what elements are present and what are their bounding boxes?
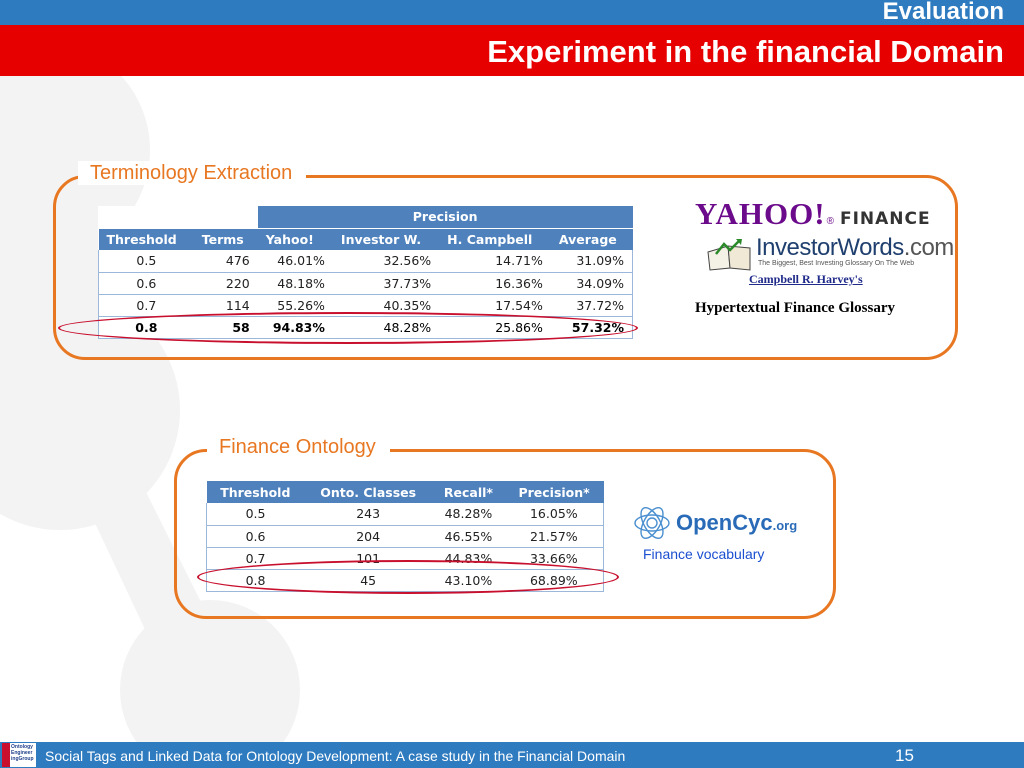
table-cell: 476 [193, 250, 258, 273]
table-cell: 114 [193, 294, 258, 317]
table-cell: 33.66% [504, 547, 604, 570]
column-header: Onto. Classes [304, 481, 433, 503]
table-header-row: Threshold Onto. Classes Recall* Precisio… [206, 481, 604, 503]
book-icon [707, 239, 751, 271]
title-bar: Experiment in the financial Domain [0, 25, 1024, 76]
table-cell: 0.7 [97, 294, 194, 317]
table-cell: 21.57% [504, 525, 604, 548]
finance-ontology-label: Finance Ontology [207, 435, 390, 459]
oeg-logo-text: Ontology Engineer ingGroup [11, 744, 34, 762]
table-cell: 0.6 [97, 272, 194, 295]
table-cell: 57.32% [550, 316, 633, 339]
slide-title: Experiment in the financial Domain [487, 34, 1004, 69]
yahoo-wordmark: YAHOO! [695, 196, 826, 231]
table-cell: 43.10% [432, 569, 505, 592]
top-bar: Evaluation [0, 0, 1024, 25]
table-cell: 32.56% [332, 250, 440, 273]
table-cell: 16.36% [439, 272, 551, 295]
table-row-highlighted: 0.8 45 43.10% 68.89% [206, 569, 604, 592]
column-header: Precision* [504, 481, 604, 503]
precision-group-header: Precision [257, 206, 633, 228]
table-cell: 37.73% [332, 272, 440, 295]
table-row: 0.6 204 46.55% 21.57% [206, 525, 604, 548]
table-cell: 31.09% [550, 250, 633, 273]
terminology-extraction-panel: Terminology Extraction [53, 161, 958, 360]
table-row-highlighted: 0.8 58 94.83% 48.28% 25.86% 57.32% [97, 316, 633, 339]
finance-wordmark: FINANCE [839, 209, 931, 229]
finance-ontology-panel: Finance Ontology [174, 435, 836, 619]
column-header: Recall* [432, 481, 505, 503]
table-cell: 48.28% [432, 503, 505, 526]
oeg-logo-mark [2, 743, 10, 767]
table-cell: 0.6 [206, 525, 305, 548]
registered-mark-icon: ® [826, 216, 834, 227]
table-cell: 58 [193, 316, 258, 339]
table-cell: 0.8 [206, 569, 305, 592]
table-cell: 0.8 [97, 316, 194, 339]
table-cell: 243 [304, 503, 433, 526]
table-cell: 37.72% [550, 294, 633, 317]
opencyc-swirl-icon [634, 507, 670, 539]
column-header: Investor W. [332, 227, 440, 250]
table-cell: 220 [193, 272, 258, 295]
column-header: Threshold [206, 481, 305, 503]
table-cell: 45 [304, 569, 433, 592]
column-header: H. Campbell [439, 227, 551, 250]
table-cell: 34.09% [550, 272, 633, 295]
footer-bar: Ontology Engineer ingGroup Social Tags a… [0, 742, 1024, 768]
table-cell: 16.05% [504, 503, 604, 526]
table-cell: 14.71% [439, 250, 551, 273]
column-header: Terms [193, 227, 258, 250]
table-row: 0.7 101 44.83% 33.66% [206, 547, 604, 570]
column-header: Yahoo! [257, 227, 333, 250]
table-row: 0.6 220 48.18% 37.73% 16.36% 34.09% [97, 272, 633, 295]
table-cell: 17.54% [439, 294, 551, 317]
table-cell: 68.89% [504, 569, 604, 592]
table-cell: 55.26% [257, 294, 333, 317]
finance-vocabulary-caption: Finance vocabulary [643, 546, 765, 562]
opencyc-wordmark: OpenCyc.org [676, 510, 798, 535]
oeg-logo: Ontology Engineer ingGroup [2, 743, 36, 767]
investorwords-logo: InvestorWords.com The Biggest, Best Inve… [706, 234, 954, 274]
table-row: 0.7 114 55.26% 40.35% 17.54% 37.72% [97, 294, 633, 317]
table-cell: 0.7 [206, 547, 305, 570]
table-cell: 204 [304, 525, 433, 548]
table-group-header-row: Precision [98, 206, 633, 228]
table-cell: 101 [304, 547, 433, 570]
column-header: Threshold [98, 227, 194, 250]
column-header: Average [550, 227, 633, 250]
yahoo-finance-logo: YAHOO! ® FINANCE [695, 196, 931, 232]
table-cell: 44.83% [432, 547, 505, 570]
investorwords-tagline: The Biggest, Best Investing Glossary On … [758, 260, 915, 267]
table-cell: 40.35% [332, 294, 440, 317]
table-cell: 94.83% [257, 316, 333, 339]
footer-title: Social Tags and Linked Data for Ontology… [45, 748, 626, 764]
table-cell: 48.18% [257, 272, 333, 295]
table-cell: 25.86% [439, 316, 551, 339]
opencyc-logo: OpenCyc.org [632, 504, 797, 542]
investorwords-wordmark: InvestorWords.com [756, 234, 954, 261]
finance-glossary-title: Hypertextual Finance Glossary [695, 300, 895, 316]
ontology-results-table: Threshold Onto. Classes Recall* Precisio… [206, 481, 604, 592]
table-cell: 48.28% [332, 316, 440, 339]
page-number: 15 [895, 746, 914, 765]
terminology-precision-table: Precision Threshold Terms Yahoo! Investo… [97, 206, 633, 339]
terminology-extraction-label: Terminology Extraction [78, 161, 307, 185]
table-cell: 46.01% [257, 250, 333, 273]
table-cell: 46.55% [432, 525, 505, 548]
table-cell: 0.5 [97, 250, 194, 273]
table-row: 0.5 243 48.28% 16.05% [206, 503, 604, 526]
table-header-blank [98, 206, 258, 228]
table-row: 0.5 476 46.01% 32.56% 14.71% 31.09% [97, 250, 633, 273]
campbell-harvey-link[interactable]: Campbell R. Harvey's [749, 272, 863, 286]
table-cell: 0.5 [206, 503, 305, 526]
table-header-row: Threshold Terms Yahoo! Investor W. H. Ca… [98, 227, 633, 250]
section-title: Evaluation [882, 0, 1004, 25]
